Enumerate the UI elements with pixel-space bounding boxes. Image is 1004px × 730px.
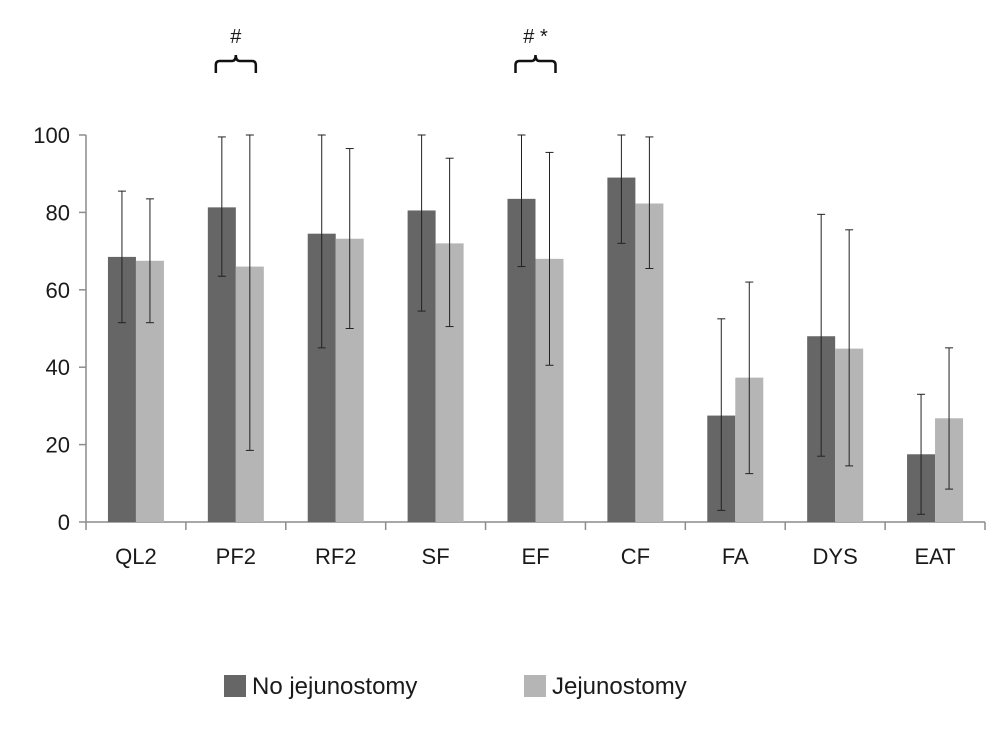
error-bar-no-jejunostomy-pf2 — [217, 136, 226, 277]
error-bar-no-jejunostomy-cf — [617, 134, 626, 244]
significance-label: # * — [523, 26, 548, 48]
legend-swatch-no-jejunostomy — [224, 675, 246, 697]
x-tick-label-ef: EF — [521, 544, 549, 569]
y-tick-label-100: 100 — [33, 123, 70, 148]
x-tick-label-rf2: RF2 — [315, 544, 357, 569]
error-bar-jejunostomy-rf2 — [345, 148, 354, 329]
error-bar-no-jejunostomy-ql2 — [117, 190, 126, 324]
x-tick-label-cf: CF — [621, 544, 650, 569]
error-bar-jejunostomy-cf — [645, 136, 654, 270]
legend-label-jejunostomy: Jejunostomy — [552, 673, 687, 700]
error-bar-no-jejunostomy-rf2 — [317, 134, 326, 349]
significance-pf2: # — [214, 26, 258, 73]
error-bar-jejunostomy-eat — [945, 347, 954, 490]
error-bar-no-jejunostomy-eat — [917, 393, 926, 515]
significance-label: # — [230, 26, 242, 48]
annotations: # # * — [214, 26, 557, 73]
significance-ef: # * — [514, 26, 557, 73]
y-tick-label-60: 60 — [46, 278, 70, 303]
error-bar-jejunostomy-ef — [545, 151, 554, 366]
error-bar-jejunostomy-dys — [845, 229, 854, 467]
error-bar-jejunostomy-ql2 — [145, 198, 154, 324]
x-tick-label-eat: EAT — [914, 544, 955, 569]
x-tick-label-dys: DYS — [813, 544, 858, 569]
y-tick-label-0: 0 — [58, 510, 70, 535]
error-bar-jejunostomy-fa — [745, 281, 754, 475]
significance-brace — [514, 54, 557, 73]
error-bar-jejunostomy-sf — [445, 157, 454, 328]
y-tick-label-40: 40 — [46, 355, 70, 380]
legend-swatch-jejunostomy — [524, 675, 546, 697]
legend: No jejunostomy Jejunostomy — [224, 673, 687, 700]
error-bar-no-jejunostomy-ef — [517, 134, 526, 268]
x-tick-label-fa: FA — [722, 544, 749, 569]
error-bar-no-jejunostomy-fa — [717, 318, 726, 511]
y-tick-label-80: 80 — [46, 200, 70, 225]
x-tick-label-ql2: QL2 — [115, 544, 157, 569]
error-bar-jejunostomy-pf2 — [245, 134, 254, 451]
error-bar-no-jejunostomy-sf — [417, 134, 426, 312]
bars — [107, 177, 964, 523]
legend-label-no-jejunostomy: No jejunostomy — [252, 673, 417, 700]
x-tick-label-sf: SF — [422, 544, 450, 569]
significance-brace — [214, 54, 258, 73]
axes: 0 20 40 60 80 100 QL2 PF2 RF2 SF EF CF FA DYS EAT — [33, 123, 986, 569]
x-tick-label-pf2: PF2 — [216, 544, 256, 569]
y-tick-label-20: 20 — [46, 433, 70, 458]
error-bars — [117, 134, 954, 515]
error-bar-no-jejunostomy-dys — [817, 213, 826, 457]
